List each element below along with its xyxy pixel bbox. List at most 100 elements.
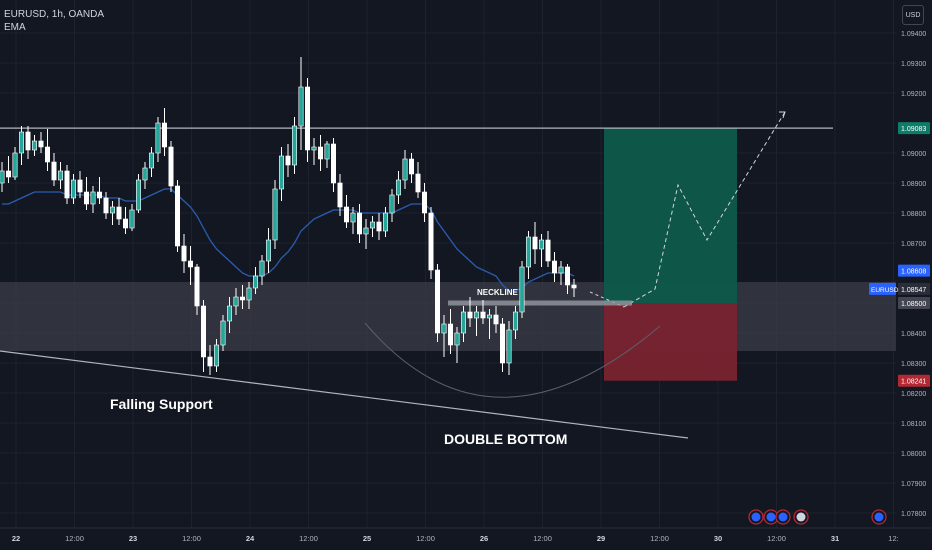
candle-up [265,239,271,262]
candle-up [525,236,531,268]
price-axis[interactable]: 1.09400 1.09300 1.09200 1.09000 1.08900 1.088… [869,0,932,528]
candles [0,57,577,375]
candle-down [428,212,434,271]
candle-up [142,167,148,181]
time-tick-label: 24 [246,534,255,543]
currency-button[interactable]: USD [902,5,924,25]
time-tick-label: 12:00 [416,534,435,543]
candle-up [272,188,278,241]
candle-up [31,140,37,151]
price-tag-label: 1.08608 [901,269,926,276]
candle-down [337,182,343,208]
price-tag [898,264,930,277]
price-tick-label: 1.09400 [901,31,926,38]
candle-up [246,287,252,301]
annotations: Falling Support DOUBLE BOTTOM NECKLINE [110,288,567,447]
price-tick-label: 1.08100 [901,421,926,428]
candle-up [402,158,408,181]
candle-down [564,266,570,286]
candle-down [551,260,557,274]
candle-up [259,260,265,277]
candle-up [136,179,142,211]
double-bottom-arc [364,322,661,398]
price-tick-label: 1.08400 [901,331,926,338]
price-tag-label: 1.09083 [901,126,926,133]
candle-down [64,170,70,199]
event-flag-icon [766,512,776,522]
candle-up [149,152,155,169]
candle-down [175,185,181,247]
double-bottom-label: DOUBLE BOTTOM [444,431,567,447]
time-tick-label: 30 [714,534,722,543]
time-tick-label: 25 [363,534,371,543]
time-tick-label: 12:00 [650,534,669,543]
candle-down [116,206,122,220]
time-tick-label: 12: [888,534,898,543]
candle-up [90,191,96,205]
price-tick-label: 1.09000 [901,151,926,158]
candle-down [77,179,83,193]
candle-up [278,155,284,190]
price-tick-label: 1.08000 [901,451,926,458]
candle-down [44,146,50,163]
time-tick-label: 12:00 [65,534,84,543]
candle-down [330,143,336,184]
candle-down [123,218,129,229]
candle-down [415,173,421,193]
neckline-line[interactable] [448,300,632,306]
candle-down [421,191,427,214]
economic-events[interactable] [748,509,887,525]
time-tick-label: 12:00 [299,534,318,543]
event-flag-icon [874,512,884,522]
price-tick-label: 1.08900 [901,181,926,188]
candle-down [38,140,44,148]
candle-up [441,323,447,334]
falling-support-label: Falling Support [110,396,213,412]
candle-up [363,227,369,235]
candle-down [51,161,57,181]
price-axis-bg [896,0,932,528]
ema-indicator-label[interactable]: EMA [4,22,26,33]
price-tag [898,122,930,135]
candle-up [506,329,512,364]
drawing-lines[interactable] [0,127,833,439]
candle-down [545,239,551,262]
candle-up [253,275,259,289]
candle-down [97,191,103,199]
time-axis[interactable]: 22 12:00 23 12:00 24 12:00 25 12:00 26 12:00 29 12:… [0,527,932,543]
price-tick-label: 1.08800 [901,211,926,218]
candle-up [0,170,5,184]
candle-down [467,311,473,319]
falling-support-line[interactable] [0,350,689,439]
candle-up [538,239,544,250]
candle-down [25,131,31,151]
candle-down [304,86,310,151]
candle-up [512,311,518,331]
symbol-title[interactable]: EURUSD, 1h, OANDA [4,9,105,20]
target-zone[interactable] [604,128,737,303]
candle-up [18,131,24,154]
event-flag-icon [796,512,806,522]
candle-down [84,191,90,205]
candle-up [369,221,375,229]
candle-up [350,212,356,223]
candle-down [376,221,382,232]
chart-legend: EURUSD, 1h, OANDA EMA [4,8,104,34]
candle-up [382,212,388,232]
price-tag [898,297,930,309]
candle-down [181,245,187,262]
price-tag [898,374,930,387]
candle-down [188,260,194,268]
time-tick-label: 12:00 [533,534,552,543]
candle-down [162,122,168,148]
long-position-tool[interactable] [589,111,786,381]
time-tick-label: 31 [831,534,839,543]
stop-zone[interactable] [604,303,737,381]
symbol-tag-label: EURUSD [871,287,899,294]
candle-up [214,344,220,367]
candle-down [434,269,440,334]
price-tick-label: 1.09200 [901,91,926,98]
candle-down [571,284,577,289]
